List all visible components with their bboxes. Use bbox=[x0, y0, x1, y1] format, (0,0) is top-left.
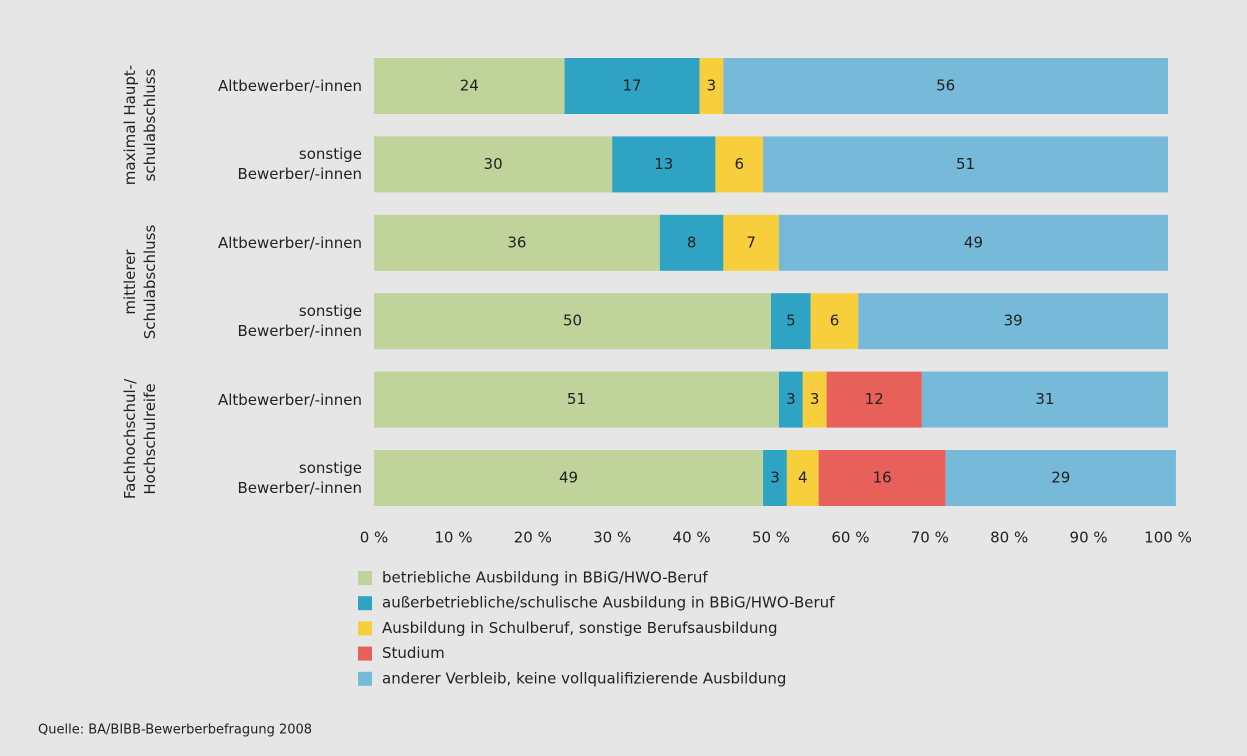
bar-segment bbox=[374, 136, 613, 193]
bar-segment bbox=[374, 58, 565, 114]
group-label: mittlerer Schulabschluss bbox=[121, 224, 159, 340]
category-label: sonstige Bewerber/-innen bbox=[237, 145, 362, 184]
group-label: maximal Haupt- schulabschluss bbox=[121, 64, 159, 186]
bar-segment bbox=[818, 450, 946, 506]
value-label: 36 bbox=[507, 233, 526, 251]
category-label: Altbewerber/-innen bbox=[217, 77, 362, 95]
bar-segment bbox=[802, 371, 827, 428]
bar-segment bbox=[921, 371, 1168, 428]
value-label: 49 bbox=[964, 233, 983, 251]
category-label: Altbewerber/-innen bbox=[217, 233, 362, 252]
value-label: 3 bbox=[770, 469, 780, 487]
source: Quelle: BA/BIBB-Bewerberbefragung 2008 bbox=[38, 723, 312, 738]
bar-segment bbox=[715, 136, 764, 193]
x-tick-label: 80 % bbox=[990, 529, 1028, 547]
value-label: 16 bbox=[873, 469, 892, 487]
legend-label: betriebliche Ausbildung in BBiG/HWO-Beru… bbox=[382, 569, 708, 587]
bar-segment bbox=[564, 58, 700, 114]
legend-label: anderer Verbleib, keine vollqualifiziere… bbox=[382, 669, 786, 687]
bar-segment bbox=[771, 293, 811, 350]
value-label: 51 bbox=[567, 390, 586, 408]
value-label: 8 bbox=[687, 233, 697, 251]
x-tick-label: 100 % bbox=[1144, 529, 1192, 547]
category-label: Altbewerber/-innen bbox=[217, 390, 362, 409]
x-tick-label: 50 % bbox=[752, 529, 790, 547]
group-label: Fachhochschul-/ Hochschulreife bbox=[121, 378, 159, 499]
value-label: 3 bbox=[810, 390, 820, 408]
bar-segment bbox=[778, 371, 803, 428]
bar-segment bbox=[723, 58, 1168, 114]
legend-label: außerbetriebliche/schulische Ausbildung … bbox=[382, 594, 835, 612]
bar-segment bbox=[763, 136, 1168, 193]
value-label: 4 bbox=[798, 469, 808, 487]
x-tick-label: 20 % bbox=[514, 529, 552, 547]
bar-segment bbox=[826, 371, 922, 428]
bar-segment bbox=[374, 450, 764, 506]
value-label: 3 bbox=[707, 77, 717, 95]
value-label: 30 bbox=[484, 155, 503, 173]
x-tick-label: 0 % bbox=[360, 529, 389, 547]
bar-segment bbox=[659, 214, 724, 271]
bar-segment bbox=[723, 214, 779, 271]
value-label: 17 bbox=[623, 77, 642, 95]
x-tick-label: 40 % bbox=[673, 529, 711, 547]
bar-segment bbox=[945, 450, 1176, 506]
value-label: 7 bbox=[746, 233, 756, 251]
bar-segment bbox=[810, 293, 859, 350]
value-label: 13 bbox=[654, 155, 673, 173]
bar-segment bbox=[612, 136, 716, 193]
value-label: 29 bbox=[1051, 469, 1070, 487]
value-label: 31 bbox=[1035, 390, 1054, 408]
bar-segment bbox=[699, 58, 724, 114]
value-label: 5 bbox=[786, 312, 796, 330]
x-tick-label: 90 % bbox=[1070, 529, 1108, 547]
value-label: 50 bbox=[563, 312, 582, 330]
legend-swatch bbox=[358, 571, 372, 585]
value-label: 24 bbox=[460, 77, 479, 95]
legend-label: Studium bbox=[382, 644, 445, 662]
bar-segment bbox=[374, 214, 660, 271]
bar-segment bbox=[374, 371, 779, 428]
bar-segment bbox=[778, 214, 1168, 271]
legend-swatch bbox=[358, 596, 372, 611]
category-label: sonstige Bewerber/-innen bbox=[237, 302, 362, 341]
bar-segment bbox=[858, 293, 1168, 350]
legend-swatch bbox=[358, 671, 372, 686]
x-tick-label: 70 % bbox=[911, 529, 949, 547]
legend-swatch bbox=[358, 621, 372, 636]
legend-label: Ausbildung in Schulberuf, sonstige Beruf… bbox=[382, 619, 778, 637]
legend-swatch bbox=[358, 646, 372, 661]
value-label: 51 bbox=[956, 155, 975, 173]
value-label: 49 bbox=[559, 469, 578, 487]
bar-segment bbox=[786, 450, 819, 506]
value-label: 3 bbox=[786, 390, 796, 408]
x-tick-label: 30 % bbox=[593, 529, 631, 547]
x-tick-label: 10 % bbox=[434, 529, 472, 547]
value-label: 39 bbox=[1004, 312, 1023, 330]
value-label: 56 bbox=[936, 77, 955, 95]
value-label: 12 bbox=[865, 390, 884, 408]
bar-segment bbox=[374, 293, 771, 350]
value-label: 6 bbox=[734, 155, 744, 173]
x-tick-label: 60 % bbox=[831, 529, 869, 547]
bar-segment bbox=[763, 450, 787, 506]
value-label: 6 bbox=[830, 312, 840, 330]
category-label: sonstige Bewerber/-innen bbox=[237, 459, 362, 497]
